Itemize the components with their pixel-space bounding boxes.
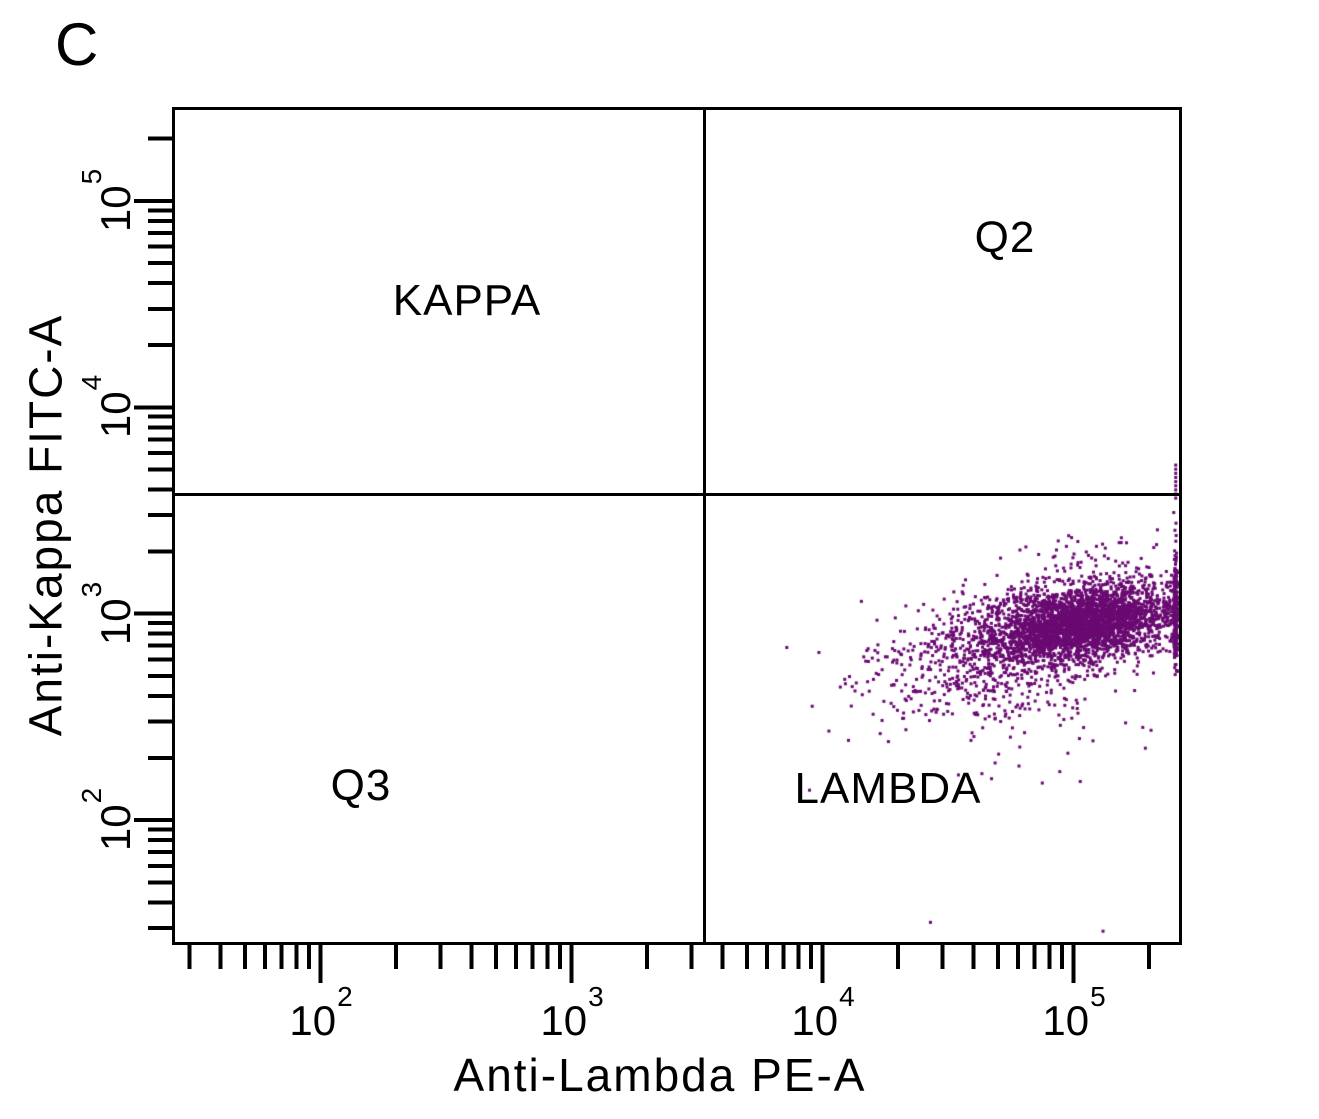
quadrant-label-lambda: LAMBDA [794, 764, 982, 813]
quadrant-label-kappa: KAPPA [392, 276, 542, 325]
y-tick-label: 104 [75, 375, 139, 439]
y-tick-label: 102 [75, 788, 139, 852]
plot-area: KAPPA Q2 Q3 LAMBDA [172, 107, 1182, 945]
quadrant-gate-horizontal-line [175, 492, 1179, 496]
panel-letter: C [55, 11, 99, 78]
y-tick-label: 103 [75, 581, 139, 645]
x-axis-title: Anti-Lambda PE-A [453, 1049, 867, 1101]
x-tick-label: 102 [289, 981, 353, 1044]
y-axis-title: Anti-Kappa FITC-A [18, 313, 71, 737]
x-tick-label: 103 [540, 981, 604, 1044]
quadrant-label-q2: Q2 [974, 213, 1036, 262]
plot-inner: KAPPA Q2 Q3 LAMBDA [175, 110, 1179, 942]
quadrant-gate-vertical-line [703, 110, 707, 942]
quadrant-label-q3: Q3 [330, 761, 392, 810]
x-tick-label: 105 [1042, 981, 1106, 1044]
x-tick-label: 104 [791, 981, 855, 1044]
y-tick-label: 105 [75, 168, 139, 232]
scatter-dots-canvas [175, 110, 1179, 942]
